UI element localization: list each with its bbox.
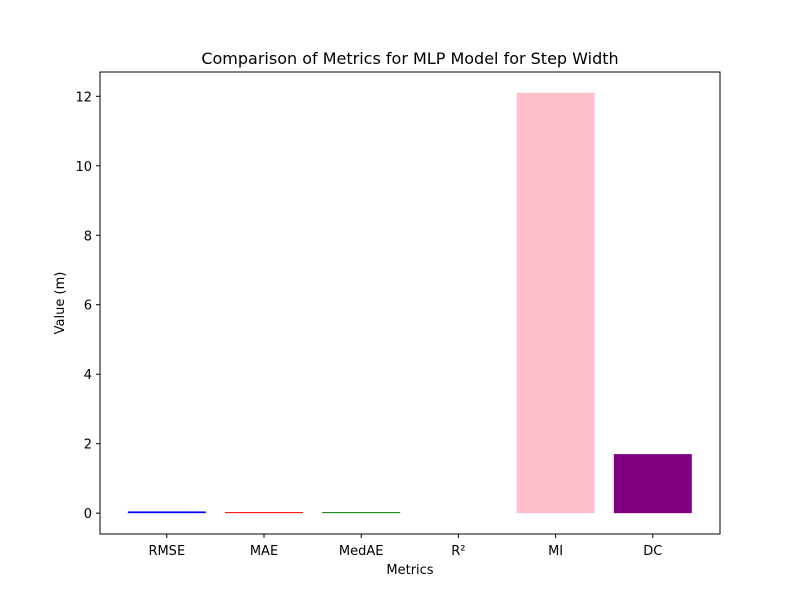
x-tick-label: DC bbox=[643, 544, 662, 559]
x-tick-label: MAE bbox=[250, 544, 278, 559]
y-tick-label: 12 bbox=[75, 90, 92, 105]
bars-group bbox=[127, 92, 692, 514]
plot-area: 0 2 4 6 8 10 12 RMSE MAE MedAE R² MI DC bbox=[75, 71, 721, 559]
axes-frame bbox=[99, 71, 721, 535]
y-tick-label: 6 bbox=[84, 299, 92, 314]
y-tick-label: 4 bbox=[84, 368, 92, 383]
x-axis-ticks: RMSE MAE MedAE R² MI DC bbox=[148, 534, 662, 559]
x-tick-label: R² bbox=[451, 544, 465, 559]
y-tick-label: 0 bbox=[84, 507, 92, 522]
y-tick-label: 10 bbox=[75, 160, 92, 175]
x-tick-label: MI bbox=[548, 544, 563, 559]
bar-mi bbox=[516, 92, 595, 514]
y-tick-label: 2 bbox=[84, 438, 92, 453]
bar-medae bbox=[322, 512, 401, 514]
y-tick-label: 8 bbox=[84, 229, 92, 244]
x-axis-label: Metrics bbox=[386, 563, 433, 578]
chart-title: Comparison of Metrics for MLP Model for … bbox=[201, 49, 618, 68]
x-tick-label: MedAE bbox=[339, 544, 384, 559]
y-axis-label: Value (m) bbox=[53, 272, 68, 335]
x-tick-label: RMSE bbox=[148, 544, 185, 559]
bar-dc bbox=[613, 454, 692, 514]
bar-rmse bbox=[127, 511, 206, 514]
bar-mae bbox=[225, 512, 303, 514]
y-axis-ticks: 0 2 4 6 8 10 12 bbox=[75, 90, 100, 522]
